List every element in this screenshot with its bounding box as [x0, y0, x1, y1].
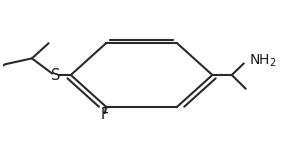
Text: F: F: [101, 107, 109, 122]
Text: NH$_2$: NH$_2$: [249, 52, 277, 69]
Text: S: S: [51, 68, 60, 82]
